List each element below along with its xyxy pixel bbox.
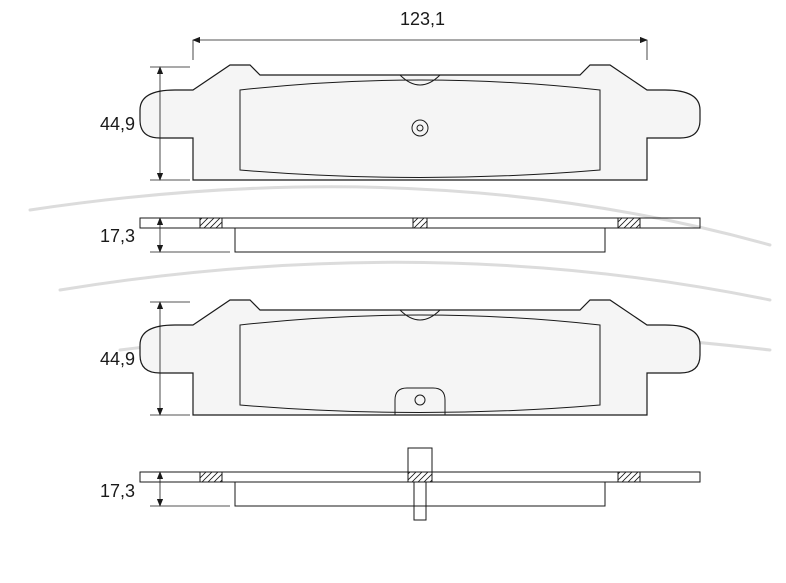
dim-thickness-b-label: 17,3 [100, 481, 135, 501]
pad-a-side [140, 218, 700, 252]
pad-b-side [140, 448, 700, 520]
dim-width-label: 123,1 [400, 9, 445, 29]
pad-b-front [140, 300, 700, 415]
dim-height-b-label: 44,9 [100, 349, 135, 369]
dimension-width: 123,1 [193, 9, 647, 60]
technical-drawing: brakes 123,1 44,9 [0, 0, 786, 583]
dim-height-a-label: 44,9 [100, 114, 135, 134]
pad-a-front [140, 65, 700, 180]
dim-thickness-a-label: 17,3 [100, 226, 135, 246]
